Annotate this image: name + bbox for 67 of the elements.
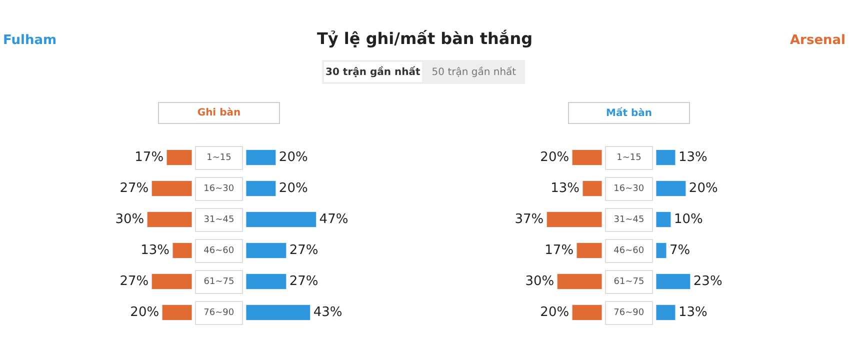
- bar: [556, 274, 602, 290]
- text: Tỷ lệ ghi/mất bàn thắng: [317, 29, 533, 48]
- data-label: 23%: [693, 274, 722, 289]
- bar: [656, 274, 691, 290]
- text: 30 trận gần nhất: [326, 66, 420, 78]
- y-tick-label: 76~90: [614, 308, 644, 318]
- bar: [656, 150, 676, 166]
- y-tick-label: 1~15: [616, 153, 642, 163]
- bar: [656, 304, 676, 320]
- data-label: 27%: [120, 181, 149, 196]
- y-tick-label: 31~45: [204, 215, 234, 225]
- bar: [656, 180, 686, 196]
- data-label: 20%: [540, 150, 570, 165]
- bar: [151, 274, 192, 290]
- y-tick-label: 61~75: [204, 277, 234, 287]
- y-tick-label: 46~60: [204, 246, 234, 256]
- bar: [656, 212, 672, 228]
- y-tick-label: 61~75: [614, 277, 644, 287]
- data-label: 17%: [544, 243, 574, 258]
- y-tick-label: 16~30: [204, 184, 234, 194]
- data-label: 13%: [550, 181, 580, 196]
- data-label: 43%: [313, 305, 342, 320]
- data-label: 20%: [278, 150, 308, 165]
- bar: [576, 242, 602, 258]
- data-label: 37%: [514, 212, 544, 227]
- data-label: 27%: [289, 243, 318, 258]
- bar: [166, 150, 192, 166]
- bar: [151, 180, 192, 196]
- data-label: 20%: [688, 181, 718, 196]
- text: Fulham: [3, 33, 57, 48]
- bar: [162, 304, 192, 320]
- bar: [572, 150, 602, 166]
- bar: [246, 304, 311, 320]
- bar: [656, 242, 667, 258]
- data-label: 17%: [134, 150, 164, 165]
- data-label: 10%: [674, 212, 703, 227]
- data-label: 30%: [115, 212, 144, 227]
- bar: [246, 150, 276, 166]
- data-label: 20%: [540, 305, 570, 320]
- bar: [546, 212, 602, 228]
- text: Ghi bàn: [197, 108, 241, 118]
- data-label: 27%: [289, 274, 318, 289]
- data-label: 27%: [120, 274, 149, 289]
- bar: [582, 180, 602, 196]
- data-label: 20%: [130, 305, 160, 320]
- bar: [172, 242, 192, 258]
- bar: [146, 212, 192, 228]
- y-tick-label: 1~15: [206, 153, 232, 163]
- y-tick-label: 76~90: [204, 308, 234, 318]
- data-label: 30%: [525, 274, 554, 289]
- data-label: 20%: [278, 181, 308, 196]
- y-tick-label: 31~45: [614, 215, 644, 225]
- data-label: 7%: [669, 243, 690, 258]
- y-tick-label: 16~30: [614, 184, 644, 194]
- data-label: 13%: [678, 150, 708, 165]
- text: Arsenal: [790, 33, 846, 48]
- text: 50 trận gần nhất: [432, 66, 516, 78]
- y-tick-label: 46~60: [614, 246, 644, 256]
- data-label: 13%: [678, 305, 708, 320]
- bar: [246, 274, 287, 290]
- bar: [246, 242, 287, 258]
- bar: [572, 304, 602, 320]
- bar: [246, 212, 317, 228]
- data-label: 13%: [140, 243, 170, 258]
- text: Mất bàn: [606, 107, 652, 119]
- data-label: 47%: [319, 212, 348, 227]
- bar: [246, 180, 276, 196]
